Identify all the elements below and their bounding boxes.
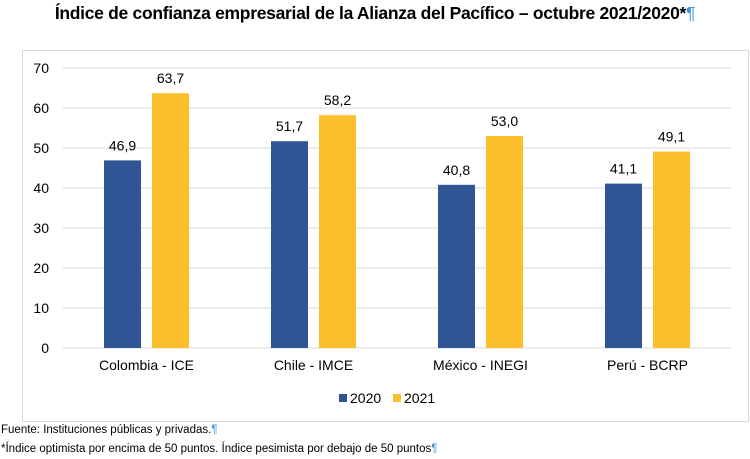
footnote-source: Fuente: Instituciones públicas y privada… bbox=[1, 424, 218, 436]
chart-title: Índice de confianza empresarial de la Al… bbox=[0, 3, 750, 24]
bar-2021-2 bbox=[486, 136, 523, 348]
footnote-source-text: Fuente: Instituciones públicas y privada… bbox=[1, 424, 212, 436]
y-tick-label: 30 bbox=[33, 220, 49, 236]
legend-label-2021: 2021 bbox=[404, 390, 435, 406]
bar-2021-0 bbox=[152, 93, 189, 348]
legend-swatch-2020 bbox=[339, 394, 347, 402]
data-label: 53,0 bbox=[491, 113, 518, 129]
chart-area bbox=[22, 50, 749, 422]
y-tick-label: 10 bbox=[33, 300, 49, 316]
footnote-index-note: *Índice optimista por encima de 50 punto… bbox=[1, 443, 437, 455]
x-axis-ticks: Colombia - ICE Chile - IMCE México - INEGI… bbox=[99, 357, 688, 373]
pilcrow-mark: ¶ bbox=[211, 424, 218, 436]
pilcrow-mark: ¶ bbox=[686, 3, 696, 23]
bars bbox=[104, 93, 690, 348]
y-tick-label: 0 bbox=[41, 340, 49, 356]
bar-2021-1 bbox=[319, 115, 356, 348]
x-tick-label: Colombia - ICE bbox=[99, 357, 194, 373]
data-label: 46,9 bbox=[109, 137, 136, 153]
legend-swatch-2021 bbox=[393, 394, 401, 402]
bar-2020-1 bbox=[271, 141, 308, 348]
data-label: 41,1 bbox=[610, 161, 637, 177]
y-tick-label: 60 bbox=[33, 100, 49, 116]
y-tick-label: 40 bbox=[33, 180, 49, 196]
y-tick-label: 50 bbox=[33, 140, 49, 156]
data-label: 63,7 bbox=[157, 70, 184, 86]
bar-2020-3 bbox=[605, 183, 642, 348]
bar-2020-0 bbox=[104, 160, 141, 348]
data-label: 51,7 bbox=[276, 118, 303, 134]
data-labels: 46,9 63,7 51,7 58,2 40,8 53,0 41,1 49,1 bbox=[109, 70, 685, 178]
y-tick-label: 70 bbox=[33, 60, 49, 76]
x-tick-label: Perú - BCRP bbox=[607, 357, 688, 373]
legend: 2020 2021 bbox=[339, 390, 435, 406]
x-tick-label: México - INEGI bbox=[433, 357, 528, 373]
bar-2021-3 bbox=[653, 151, 690, 348]
legend-label-2020: 2020 bbox=[350, 390, 381, 406]
x-tick-label: Chile - IMCE bbox=[274, 357, 353, 373]
y-axis-ticks: 0 10 20 30 40 50 60 70 bbox=[33, 60, 49, 356]
footnote-index-note-text: *Índice optimista por encima de 50 punto… bbox=[1, 443, 432, 455]
chart-title-text: Índice de confianza empresarial de la Al… bbox=[54, 3, 687, 23]
data-label: 49,1 bbox=[658, 129, 685, 145]
data-label: 58,2 bbox=[324, 92, 351, 108]
pilcrow-mark: ¶ bbox=[431, 443, 438, 455]
data-label: 40,8 bbox=[443, 162, 470, 178]
y-tick-label: 20 bbox=[33, 260, 49, 276]
bar-2020-2 bbox=[438, 184, 475, 348]
